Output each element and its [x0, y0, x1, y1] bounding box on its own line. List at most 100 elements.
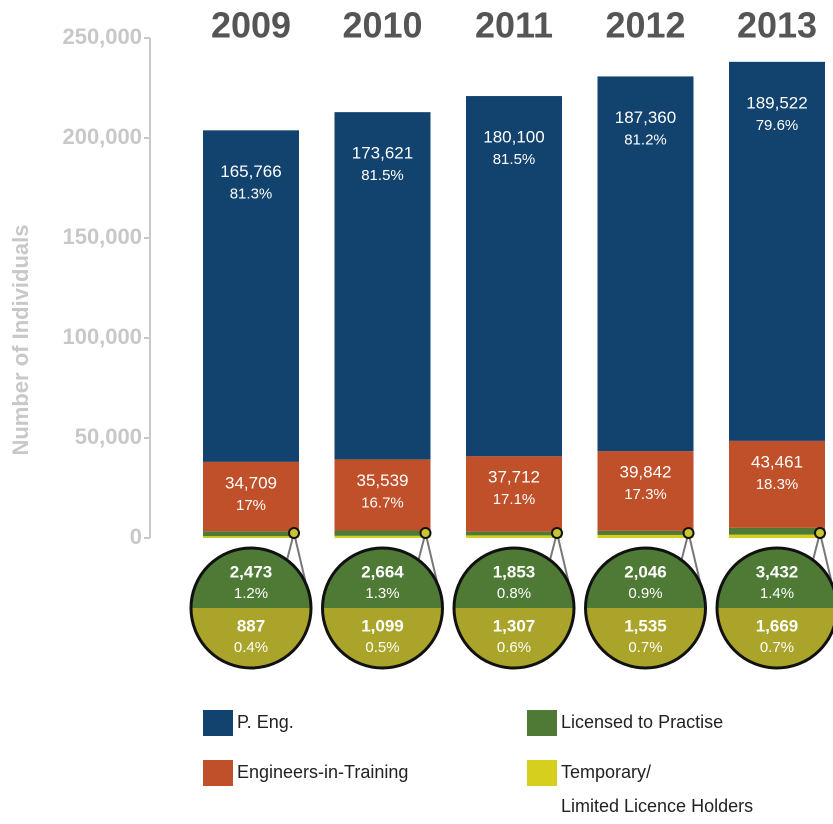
magnifier-bottom: [717, 608, 833, 668]
magnifier-ring: [452, 546, 576, 670]
bar-segment: [729, 440, 825, 528]
y-tick-label: 0: [130, 524, 142, 549]
legend-swatch: [203, 710, 233, 736]
value-label: 34,709: [225, 473, 277, 492]
percent-label: 81.5%: [361, 167, 404, 184]
bar-segment: [597, 534, 694, 538]
bar-segment: [466, 456, 562, 532]
value-label: 3,432: [756, 562, 799, 581]
bar-segment: [597, 76, 694, 452]
value-label: 165,766: [220, 162, 281, 181]
percent-label: 0.5%: [365, 639, 399, 656]
x-tick-label: 2009: [211, 5, 291, 46]
percent-label: 18.3%: [756, 476, 799, 493]
connector-dot: [682, 527, 695, 539]
x-tick-label: 2010: [342, 5, 422, 46]
bar-segment: [597, 530, 694, 535]
percent-label: 0.6%: [497, 639, 531, 656]
bar-segment: [466, 96, 562, 457]
percent-label: 17.3%: [624, 486, 667, 503]
percent-label: 81.5%: [493, 151, 536, 168]
percent-label: 0.4%: [234, 639, 268, 656]
y-tick-label: 200,000: [62, 124, 142, 149]
percent-label: 1.4%: [760, 585, 794, 602]
percent-label: 0.7%: [628, 639, 662, 656]
bar-segment: [203, 461, 299, 532]
bar-segment: [729, 527, 825, 535]
x-tick-label: 2013: [737, 5, 817, 46]
value-label: 887: [237, 616, 265, 635]
magnifier-top: [322, 548, 443, 608]
value-label: 189,522: [746, 93, 807, 112]
bar-segment: [597, 451, 694, 531]
legend-swatch: [527, 710, 557, 736]
value-label: 43,461: [751, 452, 803, 471]
percent-label: 17.1%: [493, 491, 536, 508]
y-tick-label: 50,000: [75, 424, 142, 449]
bar-segment: [203, 531, 299, 537]
magnifier-top: [191, 548, 311, 608]
magnifier-bottom: [191, 608, 311, 668]
magnifier-top: [585, 548, 706, 608]
percent-label: 0.7%: [760, 639, 794, 656]
magnifier-top: [717, 548, 833, 608]
value-label: 1,535: [624, 616, 667, 635]
magnifier-ring: [584, 546, 707, 670]
magnifier-top: [454, 548, 574, 608]
y-tick-label: 100,000: [62, 324, 142, 349]
percent-label: 1.2%: [234, 585, 268, 602]
value-label: 1,307: [493, 616, 536, 635]
value-label: 1,853: [493, 562, 536, 581]
bar-segment: [466, 535, 562, 538]
connector-dot: [288, 527, 300, 539]
percent-label: 81.3%: [230, 185, 273, 202]
legend-swatch: [203, 760, 233, 786]
y-axis-label: Number of Individuals: [8, 224, 33, 455]
magnifier-bottom: [585, 608, 706, 669]
y-tick-label: 250,000: [62, 24, 142, 49]
value-label: 187,360: [615, 108, 676, 127]
percent-label: 0.9%: [628, 585, 662, 602]
magnifier-ring: [321, 546, 444, 670]
value-label: 2,046: [624, 562, 667, 581]
x-tick-label: 2011: [475, 5, 553, 46]
value-label: 173,621: [352, 144, 413, 163]
x-tick-label: 2012: [605, 5, 685, 46]
connector-dot: [551, 527, 563, 539]
value-label: 2,664: [361, 562, 404, 581]
bar-segment: [729, 534, 825, 538]
y-tick-label: 150,000: [62, 224, 142, 249]
bar-segment: [466, 531, 562, 536]
bar-segment: [334, 535, 431, 538]
magnifier-ring: [189, 546, 313, 670]
bar-segment: [203, 130, 299, 462]
magnifier-bottom: [454, 608, 574, 668]
bar-segment: [334, 459, 431, 531]
magnifier-ring: [715, 546, 833, 670]
value-label: 35,539: [357, 471, 409, 490]
value-label: 39,842: [620, 463, 672, 482]
percent-label: 16.7%: [361, 494, 404, 511]
connector-dot: [814, 527, 826, 539]
bar-segment: [729, 61, 825, 441]
value-label: 1,099: [361, 616, 404, 635]
percent-label: 79.6%: [756, 117, 799, 134]
value-label: 2,473: [230, 562, 273, 581]
magnifier-bottom: [322, 608, 443, 669]
percent-label: 17%: [236, 497, 266, 514]
percent-label: 0.8%: [497, 585, 531, 602]
bar-segment: [203, 536, 299, 538]
bar-segment: [334, 530, 431, 536]
value-label: 37,712: [488, 468, 540, 487]
legend-label: P. Eng.: [237, 712, 294, 732]
legend-swatch: [527, 760, 557, 786]
percent-label: 1.3%: [365, 585, 399, 602]
bar-segment: [334, 112, 431, 460]
legend-label: Engineers-in-Training: [237, 762, 408, 782]
percent-label: 81.2%: [624, 131, 667, 148]
value-label: 1,669: [756, 616, 799, 635]
legend-label: Temporary/Limited Licence Holders: [561, 762, 753, 816]
connector-dot: [419, 527, 432, 539]
legend-label: Licensed to Practise: [561, 712, 723, 732]
